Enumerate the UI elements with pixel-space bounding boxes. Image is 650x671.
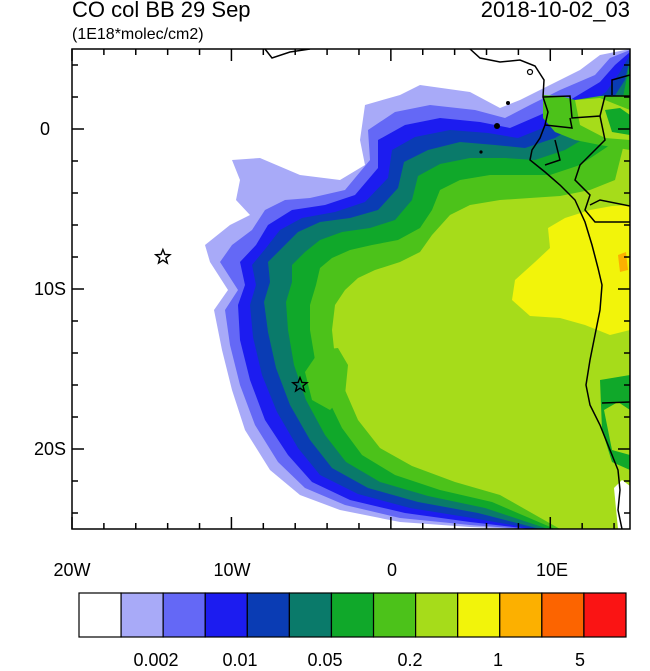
colorbar-swatch	[583, 592, 627, 638]
y-tick-label: 0	[39, 119, 50, 139]
colorbar-swatch	[541, 592, 585, 638]
colorbar-swatch	[372, 592, 417, 638]
colorbar-swatch	[120, 592, 164, 638]
colorbar-swatch	[246, 592, 290, 638]
co-concentration-field	[72, 49, 630, 529]
y-tick-label: 10S	[33, 279, 66, 299]
colorbar-label: 0.01	[222, 650, 258, 670]
colorbar-swatch	[330, 592, 375, 638]
colorbar-label: 5	[574, 650, 585, 670]
coastline	[264, 49, 630, 529]
colorbar-swatch	[415, 592, 459, 638]
units-label: (1E18*molec/cm2)	[72, 26, 204, 43]
y-tick-label: 20S	[33, 439, 66, 459]
star-marker	[153, 247, 172, 265]
map-title: CO col BB 29 Sep	[72, 0, 251, 22]
colorbar-label: 0.2	[397, 650, 423, 670]
colorbar-label: 1	[492, 650, 503, 670]
colorbar-label: 0.002	[133, 650, 179, 670]
colorbar-swatch	[457, 592, 501, 638]
colorbar-swatch	[204, 592, 248, 638]
colorbar-swatch	[78, 592, 122, 638]
x-tick-label: 10W	[213, 560, 251, 580]
map-datetime: 2018-10-02_03	[480, 0, 630, 22]
x-tick-label: 0	[386, 560, 397, 580]
colorbar-swatch	[162, 592, 206, 638]
islands	[479, 68, 534, 154]
colorbar-swatch	[499, 592, 543, 638]
x-tick-label: 10E	[535, 560, 569, 580]
colorbar-swatch	[288, 592, 333, 638]
star-marker	[290, 375, 309, 393]
colorbar-label: 0.05	[307, 650, 343, 670]
x-tick-label: 20W	[53, 560, 91, 580]
